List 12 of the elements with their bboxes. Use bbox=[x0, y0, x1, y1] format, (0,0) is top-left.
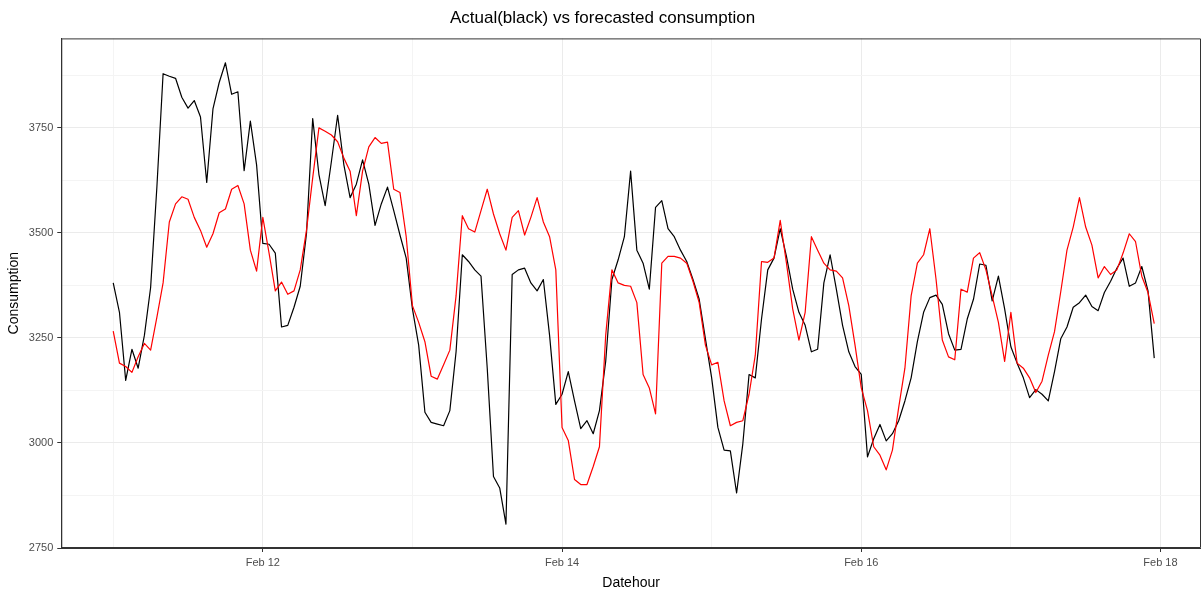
x-axis-title: Datehour bbox=[602, 574, 661, 591]
x-tick-label: Feb 12 bbox=[245, 555, 280, 568]
x-tick-label: Feb 14 bbox=[544, 555, 580, 568]
y-axis-title: Consumption bbox=[5, 251, 22, 335]
y-tick-label: 3250 bbox=[28, 330, 54, 343]
x-tick-label: Feb 16 bbox=[844, 555, 879, 568]
y-tick-label: 2750 bbox=[28, 541, 54, 554]
y-tick-label: 3500 bbox=[28, 225, 54, 238]
y-tick-label: 3750 bbox=[28, 120, 54, 133]
chart-title: Actual(black) vs forecasted consumption bbox=[449, 7, 756, 27]
y-tick-label: 3000 bbox=[28, 436, 54, 448]
x-tick-label: Feb 18 bbox=[1143, 555, 1178, 568]
